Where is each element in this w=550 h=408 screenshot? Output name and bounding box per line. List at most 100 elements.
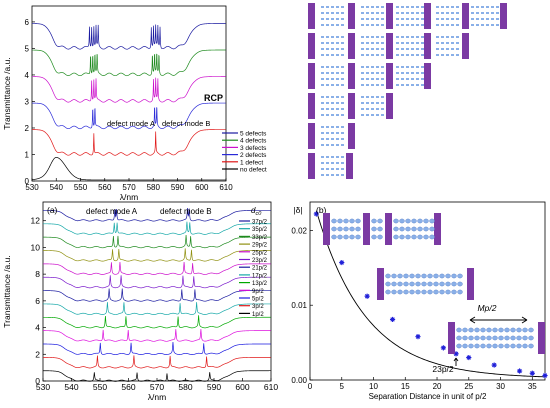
x-tick-label: 560 xyxy=(98,183,112,192)
panel-label-a: (a) xyxy=(47,205,58,215)
helix-cell xyxy=(391,289,397,295)
helix-cell xyxy=(385,289,391,295)
helix-cell xyxy=(343,234,349,240)
helix-cell xyxy=(510,343,516,349)
defect-layer xyxy=(308,3,315,29)
helix-cell xyxy=(421,273,427,279)
x-tick-label: 35 xyxy=(528,382,537,391)
helix-cell xyxy=(331,234,337,240)
helix-cell xyxy=(433,273,439,279)
helix-cell xyxy=(417,218,423,224)
y-tick-label: 3 xyxy=(25,97,30,106)
helix-cell xyxy=(417,226,423,232)
x-tick-label: 550 xyxy=(93,382,107,392)
y-tick-label: 6 xyxy=(25,18,30,27)
panel-structure-schematics xyxy=(308,3,507,179)
y-tick-label: 0 xyxy=(25,177,30,186)
helix-cell xyxy=(516,335,522,341)
data-point xyxy=(516,368,523,374)
defect-layer xyxy=(538,322,545,354)
x-tick-label: 30 xyxy=(496,382,505,391)
helix-cell xyxy=(409,281,415,287)
helix-cell xyxy=(474,327,480,333)
x-axis-label: λ/nm xyxy=(148,392,166,402)
helix-cell xyxy=(349,226,355,232)
annotation-defect-mode-a: defect mode A xyxy=(86,207,138,216)
y-axis-label: Transmittance /a.u. xyxy=(2,57,12,129)
helix-cell xyxy=(423,234,429,240)
helix-cell xyxy=(445,273,451,279)
helix-cell xyxy=(391,281,397,287)
rcp-label: RCP xyxy=(204,93,223,103)
data-point xyxy=(440,345,446,351)
helix-cell xyxy=(371,234,377,240)
y-tick-label: 6 xyxy=(35,296,40,306)
helix-cell xyxy=(411,218,417,224)
helix-cell xyxy=(480,335,486,341)
series-line xyxy=(43,355,271,369)
series-line xyxy=(43,207,271,222)
y-tick-label: 0 xyxy=(35,376,40,386)
helix-cell xyxy=(468,327,474,333)
defect-layer xyxy=(348,33,355,59)
helix-cell xyxy=(510,335,516,341)
data-point xyxy=(466,354,472,361)
helix-cell xyxy=(371,226,377,232)
x-tick-label: 610 xyxy=(219,183,233,192)
helix-cell xyxy=(528,343,534,349)
helix-cell xyxy=(451,281,457,287)
series-line xyxy=(31,129,226,156)
data-point xyxy=(542,372,548,379)
series-line xyxy=(43,261,271,275)
x-tick-label: 590 xyxy=(171,183,185,192)
annotation-mp2: Mp/2 xyxy=(478,303,497,313)
helix-cell xyxy=(405,218,411,224)
series-line xyxy=(31,157,226,181)
annotation-defect-mode-a: defect mode A xyxy=(107,119,155,128)
helix-cell xyxy=(510,327,516,333)
y-tick-label: 2 xyxy=(35,349,40,359)
x-tick-label: 15 xyxy=(401,382,410,391)
defect-layer xyxy=(424,33,431,59)
helix-cell xyxy=(457,289,463,295)
legend-label: no defect xyxy=(240,167,267,174)
helix-cell xyxy=(498,343,504,349)
helix-cell xyxy=(486,343,492,349)
data-point xyxy=(453,351,459,357)
helix-cell xyxy=(480,327,486,333)
helix-cell xyxy=(492,327,498,333)
legend-label: 37p/2 xyxy=(252,220,268,226)
helix-cell xyxy=(409,273,415,279)
x-tick-label: 580 xyxy=(178,382,192,392)
series-line xyxy=(31,76,226,103)
series-line xyxy=(31,23,226,50)
helix-cell xyxy=(397,281,403,287)
helix-cell xyxy=(427,289,433,295)
helix-cell xyxy=(409,289,415,295)
x-tick-label: 570 xyxy=(150,382,164,392)
x-tick-label: 10 xyxy=(369,382,378,391)
helix-cell xyxy=(355,218,361,224)
data-point xyxy=(339,259,345,266)
x-tick-label: 550 xyxy=(74,183,88,192)
series-line xyxy=(43,221,271,235)
defect-layer xyxy=(434,213,441,245)
helix-cell xyxy=(337,218,343,224)
cell-boundary xyxy=(346,153,353,179)
helix-cell xyxy=(393,234,399,240)
legend-label: 3 defects xyxy=(240,145,267,152)
panel-a-transmittance-separation: 530 540 550 560 570 580 590 600 610 0 2 4 6 8 10 12 λ/nm… xyxy=(2,201,278,402)
x-tick-label: 600 xyxy=(195,183,209,192)
defect-layer xyxy=(424,63,431,89)
legend-title-subscript: c0 xyxy=(255,211,262,217)
defect-layer xyxy=(386,93,393,119)
helix-cell xyxy=(397,289,403,295)
data-point xyxy=(491,362,497,368)
helix-cell xyxy=(371,218,377,224)
helix-cell xyxy=(522,327,528,333)
helix-cell xyxy=(405,234,411,240)
helix-cell xyxy=(439,281,445,287)
helix-cell xyxy=(480,343,486,349)
defect-layer xyxy=(386,33,393,59)
helix-cell xyxy=(504,327,510,333)
